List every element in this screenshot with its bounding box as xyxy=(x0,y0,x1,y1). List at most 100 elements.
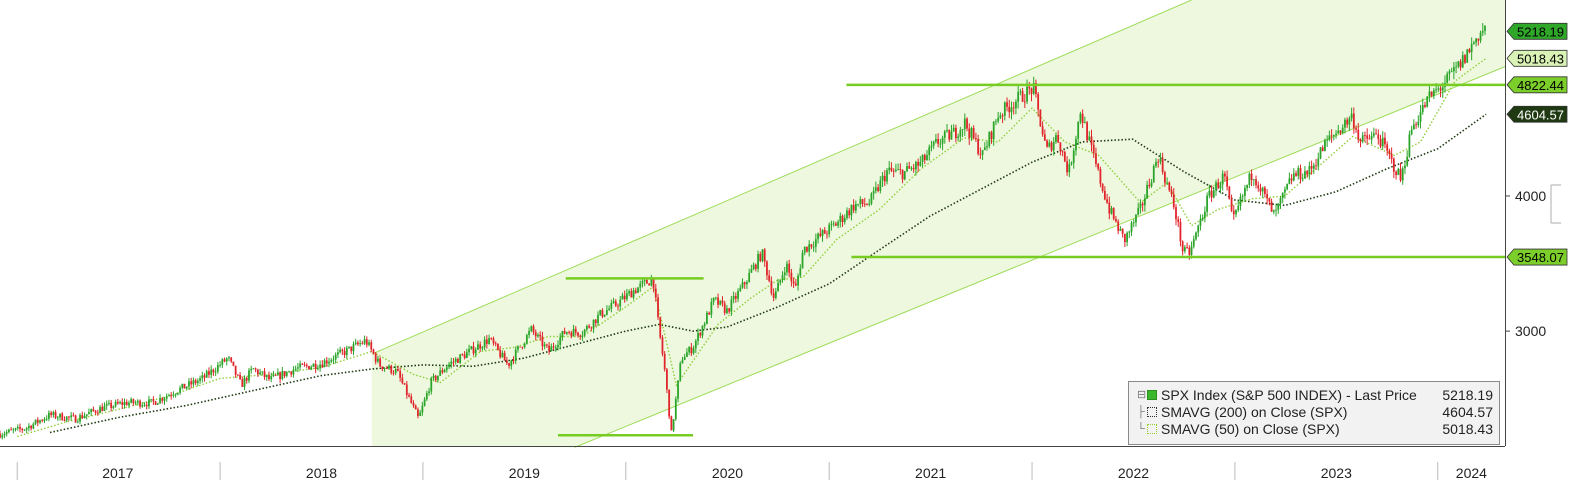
candle-body xyxy=(294,368,297,370)
candle-body xyxy=(1306,171,1309,175)
candle-body xyxy=(123,401,126,405)
candle-body xyxy=(619,299,622,307)
candle-body xyxy=(1268,198,1271,202)
candle-body xyxy=(679,363,682,381)
candle-body xyxy=(990,132,993,140)
candle-body xyxy=(1166,182,1168,184)
candle-body xyxy=(570,332,573,337)
candle-body xyxy=(672,419,675,431)
candle-body xyxy=(56,417,59,419)
candle-body xyxy=(894,169,897,172)
candle-body xyxy=(523,343,526,348)
candle-body xyxy=(1210,190,1213,198)
candle-body xyxy=(1192,239,1195,247)
candle-body xyxy=(499,349,502,358)
candle-body xyxy=(1143,198,1146,206)
candle-body xyxy=(72,415,75,417)
tree-branch-icon: └ xyxy=(1137,422,1145,435)
candle-body xyxy=(659,317,662,338)
candle-body xyxy=(334,354,337,360)
candle-body xyxy=(632,290,635,298)
candle-body xyxy=(981,150,984,155)
candle-body xyxy=(452,361,455,363)
candle-body xyxy=(1188,247,1191,255)
candle-body xyxy=(128,402,130,406)
candle-body xyxy=(48,412,50,419)
candle-body xyxy=(559,337,562,345)
candle-body xyxy=(1468,49,1471,53)
candle-body xyxy=(1081,113,1084,124)
candle-body xyxy=(1392,158,1395,172)
candle-body xyxy=(1139,203,1142,208)
candle-body xyxy=(1426,96,1429,107)
candle-body xyxy=(1270,201,1273,212)
candle-body xyxy=(468,348,470,353)
candle-body xyxy=(345,347,348,356)
candle-body xyxy=(23,429,26,431)
price-tag-label: 4604.57 xyxy=(1517,107,1564,122)
candle-body xyxy=(1297,168,1300,176)
legend-item-sma50: └ SMAVG (50) on Close (SPX) 5018.43 xyxy=(1137,420,1493,437)
support-resistance-levels xyxy=(557,83,1505,437)
candle-body xyxy=(250,368,253,371)
candle-body xyxy=(419,412,422,416)
legend-label: SMAVG (50) on Close (SPX) xyxy=(1161,420,1340,437)
candle-body xyxy=(357,342,359,345)
candle-body xyxy=(477,344,479,350)
candle-body xyxy=(1337,130,1340,134)
candle-body xyxy=(1472,42,1475,45)
candle-body xyxy=(892,170,895,172)
candle-body xyxy=(919,161,922,166)
candle-body xyxy=(1359,139,1362,142)
candle-body xyxy=(734,296,737,299)
candle-body xyxy=(863,203,866,205)
candle-body xyxy=(14,428,17,430)
candle-body xyxy=(730,299,733,312)
candle-body xyxy=(897,169,900,170)
candle-body xyxy=(510,360,513,366)
candle-body xyxy=(10,429,13,431)
candle-body xyxy=(950,131,953,140)
candle-body xyxy=(1341,127,1344,133)
log-scale-icon xyxy=(1550,184,1561,224)
candle-body xyxy=(1368,138,1371,140)
candle-body xyxy=(161,398,164,401)
candle-body xyxy=(646,279,648,284)
candle-body xyxy=(1408,134,1411,157)
candle-body xyxy=(819,233,822,236)
candle-body xyxy=(1399,168,1402,181)
price-tag-bg xyxy=(1506,22,1568,40)
candle-body xyxy=(639,283,642,288)
candle-body xyxy=(830,223,833,225)
candle-body xyxy=(1335,133,1337,135)
candle-body xyxy=(983,147,986,151)
candle-body xyxy=(1019,91,1022,93)
candle-body xyxy=(156,403,159,405)
candle-body xyxy=(274,374,277,376)
candle-body xyxy=(185,386,188,389)
candle-body xyxy=(114,401,117,407)
candle-body xyxy=(1061,151,1064,153)
candle-body xyxy=(926,155,928,161)
candle-body xyxy=(1059,142,1062,152)
candle-body xyxy=(1428,91,1431,97)
candle-body xyxy=(579,335,582,337)
candle-body xyxy=(928,147,931,156)
candle-body xyxy=(574,328,577,333)
candle-body xyxy=(45,418,48,420)
candle-body xyxy=(34,419,37,424)
candle-body xyxy=(1288,178,1291,184)
candle-body xyxy=(877,187,880,191)
candle-body xyxy=(552,346,555,348)
candle-body xyxy=(1279,198,1282,204)
candle-body xyxy=(223,359,226,362)
candle-body xyxy=(1430,91,1433,96)
candle-body xyxy=(1310,166,1313,169)
candle-body xyxy=(323,360,326,368)
candle-body xyxy=(752,264,755,270)
candle-body xyxy=(221,359,224,365)
candle-body xyxy=(0,433,1,438)
candle-body xyxy=(437,375,439,380)
candle-body xyxy=(1257,185,1260,189)
candle-body xyxy=(90,409,93,413)
